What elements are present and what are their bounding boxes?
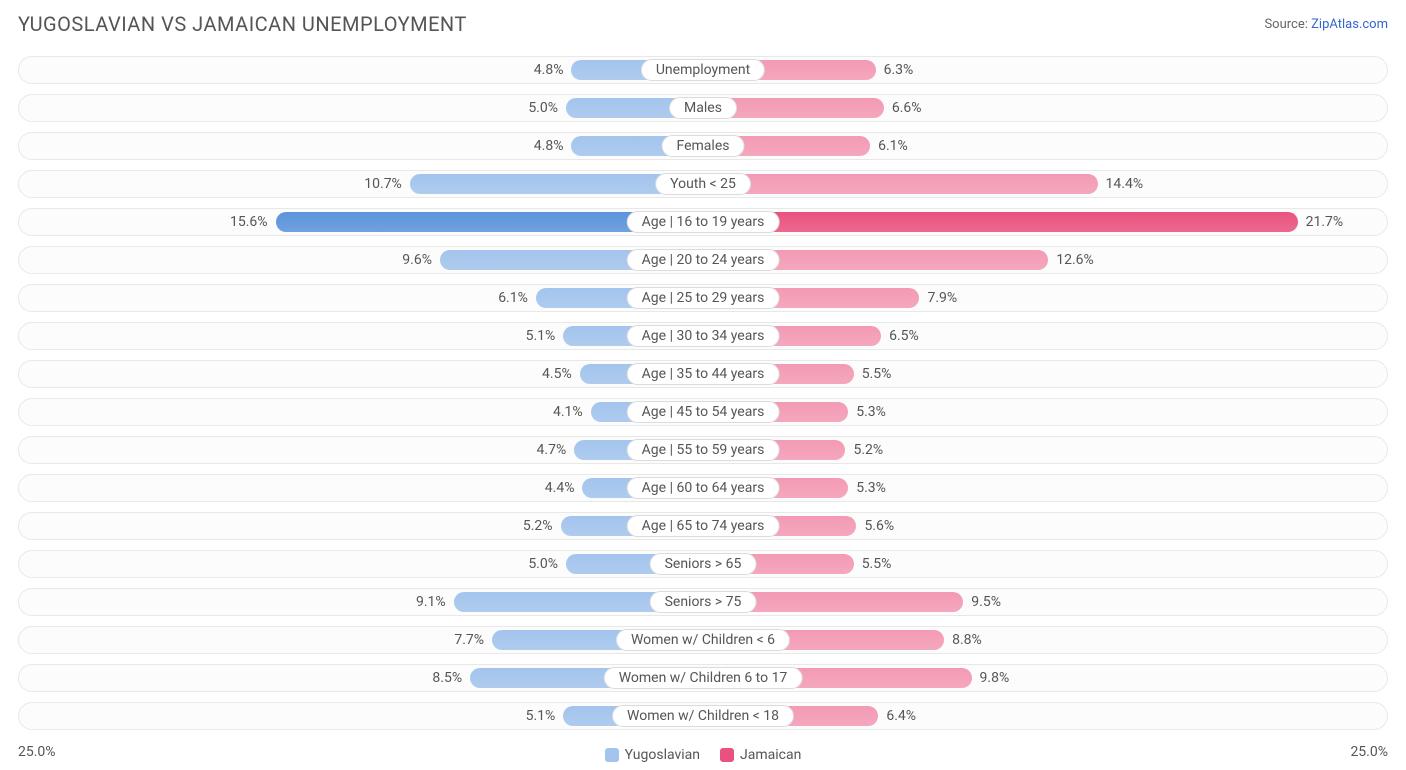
axis-max-left: 25.0%	[18, 744, 56, 760]
row-label: Age | 60 to 64 years	[627, 477, 780, 499]
value-right: 5.6%	[864, 508, 894, 544]
chart-row: 4.8% 6.1% Females	[18, 128, 1388, 164]
row-label: Age | 25 to 29 years	[627, 287, 780, 309]
value-right: 5.5%	[862, 546, 892, 582]
value-right: 9.8%	[980, 660, 1010, 696]
row-label: Age | 55 to 59 years	[627, 439, 780, 461]
value-right: 6.5%	[889, 318, 919, 354]
chart-row: 10.7% 14.4% Youth < 25	[18, 166, 1388, 202]
diverging-bar-chart: 4.8% 6.3% Unemployment 5.0% 6.6% Males 4.8% 6.1…	[18, 52, 1388, 734]
chart-title: YUGOSLAVIAN VS JAMAICAN UNEMPLOYMENT	[18, 12, 467, 36]
legend-left: Yugoslavian	[605, 747, 700, 763]
value-left: 4.1%	[553, 394, 583, 430]
value-left: 15.6%	[230, 204, 268, 240]
row-label: Males	[669, 97, 737, 119]
value-left: 5.0%	[528, 546, 558, 582]
chart-row: 4.5% 5.5% Age | 35 to 44 years	[18, 356, 1388, 392]
value-right: 9.5%	[971, 584, 1001, 620]
source-label: Source:	[1264, 17, 1307, 32]
legend-label-right: Jamaican	[740, 747, 801, 763]
value-right: 6.6%	[892, 90, 922, 126]
legend-swatch-left	[605, 748, 619, 762]
value-left: 4.5%	[542, 356, 572, 392]
row-label: Age | 35 to 44 years	[627, 363, 780, 385]
chart-row: 4.7% 5.2% Age | 55 to 59 years	[18, 432, 1388, 468]
value-left: 10.7%	[364, 166, 402, 202]
chart-row: 9.1% 9.5% Seniors > 75	[18, 584, 1388, 620]
value-left: 5.1%	[526, 318, 556, 354]
chart-row: 4.8% 6.3% Unemployment	[18, 52, 1388, 88]
row-label: Age | 30 to 34 years	[627, 325, 780, 347]
value-right: 7.9%	[927, 280, 957, 316]
value-right: 6.1%	[878, 128, 908, 164]
row-label: Women w/ Children < 6	[616, 629, 790, 651]
value-left: 9.6%	[402, 242, 432, 278]
row-label: Women w/ Children 6 to 17	[604, 667, 803, 689]
legend-label-left: Yugoslavian	[625, 747, 700, 763]
chart-row: 15.6% 21.7% Age | 16 to 19 years	[18, 204, 1388, 240]
chart-row: 9.6% 12.6% Age | 20 to 24 years	[18, 242, 1388, 278]
row-label: Age | 16 to 19 years	[627, 211, 780, 233]
row-label: Unemployment	[641, 59, 765, 81]
value-right: 6.4%	[886, 698, 916, 734]
value-right: 8.8%	[952, 622, 982, 658]
chart-row: 5.1% 6.5% Age | 30 to 34 years	[18, 318, 1388, 354]
value-left: 5.1%	[526, 698, 556, 734]
row-label: Women w/ Children < 18	[612, 705, 794, 727]
axis-max-right: 25.0%	[1350, 744, 1388, 760]
value-left: 4.4%	[545, 470, 575, 506]
row-label: Youth < 25	[655, 173, 751, 195]
row-label: Seniors > 65	[650, 553, 757, 575]
chart-row: 7.7% 8.8% Women w/ Children < 6	[18, 622, 1388, 658]
bar-right	[703, 212, 1298, 232]
legend-swatch-right	[720, 748, 734, 762]
chart-row: 5.1% 6.4% Women w/ Children < 18	[18, 698, 1388, 734]
value-left: 9.1%	[416, 584, 446, 620]
chart-row: 5.0% 5.5% Seniors > 65	[18, 546, 1388, 582]
bar-right	[703, 174, 1098, 194]
source-link[interactable]: ZipAtlas.com	[1311, 17, 1388, 32]
value-right: 5.3%	[856, 394, 886, 430]
value-left: 4.8%	[534, 128, 564, 164]
chart-row: 5.2% 5.6% Age | 65 to 74 years	[18, 508, 1388, 544]
chart-row: 8.5% 9.8% Women w/ Children 6 to 17	[18, 660, 1388, 696]
chart-row: 4.4% 5.3% Age | 60 to 64 years	[18, 470, 1388, 506]
value-right: 14.4%	[1106, 166, 1144, 202]
value-right: 12.6%	[1056, 242, 1094, 278]
row-label: Seniors > 75	[650, 591, 757, 613]
legend-right: Jamaican	[720, 747, 801, 763]
value-right: 5.5%	[862, 356, 892, 392]
value-right: 6.3%	[884, 52, 914, 88]
chart-source: Source: ZipAtlas.com	[1264, 17, 1388, 32]
value-left: 6.1%	[498, 280, 528, 316]
value-left: 4.8%	[534, 52, 564, 88]
chart-row: 6.1% 7.9% Age | 25 to 29 years	[18, 280, 1388, 316]
value-right: 5.2%	[853, 432, 883, 468]
value-left: 7.7%	[454, 622, 484, 658]
row-label: Age | 65 to 74 years	[627, 515, 780, 537]
row-label: Females	[662, 135, 745, 157]
chart-row: 4.1% 5.3% Age | 45 to 54 years	[18, 394, 1388, 430]
value-right: 5.3%	[856, 470, 886, 506]
value-left: 5.0%	[528, 90, 558, 126]
chart-header: YUGOSLAVIAN VS JAMAICAN UNEMPLOYMENT Sou…	[18, 12, 1388, 36]
value-right: 21.7%	[1306, 204, 1344, 240]
row-label: Age | 20 to 24 years	[627, 249, 780, 271]
value-left: 8.5%	[432, 660, 462, 696]
value-left: 5.2%	[523, 508, 553, 544]
chart-row: 5.0% 6.6% Males	[18, 90, 1388, 126]
row-label: Age | 45 to 54 years	[627, 401, 780, 423]
chart-footer: 25.0% Yugoslavian Jamaican 25.0%	[18, 740, 1388, 770]
value-left: 4.7%	[537, 432, 567, 468]
